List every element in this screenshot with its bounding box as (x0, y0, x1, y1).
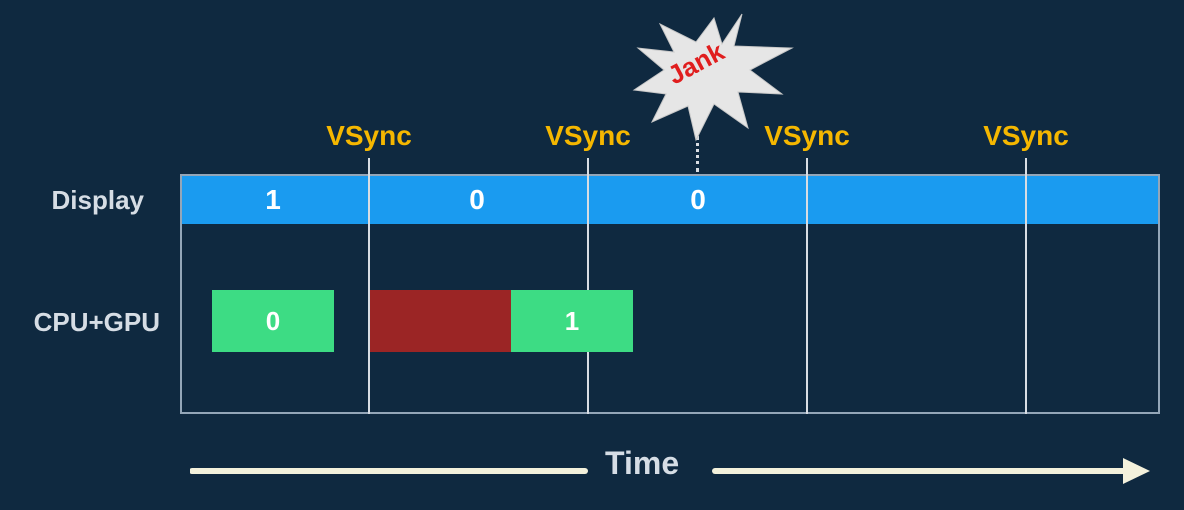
cpu-gpu-frame-0: 0 (212, 290, 334, 352)
timeline-frame (180, 174, 1160, 414)
cpu-gpu-frame-1: 1 (511, 290, 633, 352)
display-row-label: Display (51, 185, 145, 215)
display-frame-2: 0 (469, 184, 485, 215)
cpu-gpu-frame-0-label: 0 (265, 305, 281, 336)
display-bar (180, 174, 1160, 224)
vsync-label-1: VSync (326, 120, 412, 151)
vsync-line-4 (1025, 158, 1027, 414)
vsync-line-3 (806, 158, 808, 414)
vsync-label-4: VSync (983, 120, 1069, 151)
time-label: Time (605, 445, 680, 481)
vsync-label-3: VSync (764, 120, 850, 151)
time-arrow (190, 458, 1150, 484)
display-frame-1: 1 (265, 184, 281, 215)
vsync-label-2: VSync (545, 120, 631, 151)
cpu-gpu-delay-block (370, 290, 511, 352)
vsync-line-1 (368, 158, 370, 414)
cpu-gpu-frame-1-label: 1 (564, 305, 580, 336)
vsync-line-2 (587, 158, 589, 414)
jank-burst-icon (632, 13, 794, 142)
display-frame-3: 0 (690, 184, 706, 215)
jank-pointer-line (696, 136, 699, 172)
cpu-gpu-row-label: CPU+GPU (33, 307, 160, 337)
